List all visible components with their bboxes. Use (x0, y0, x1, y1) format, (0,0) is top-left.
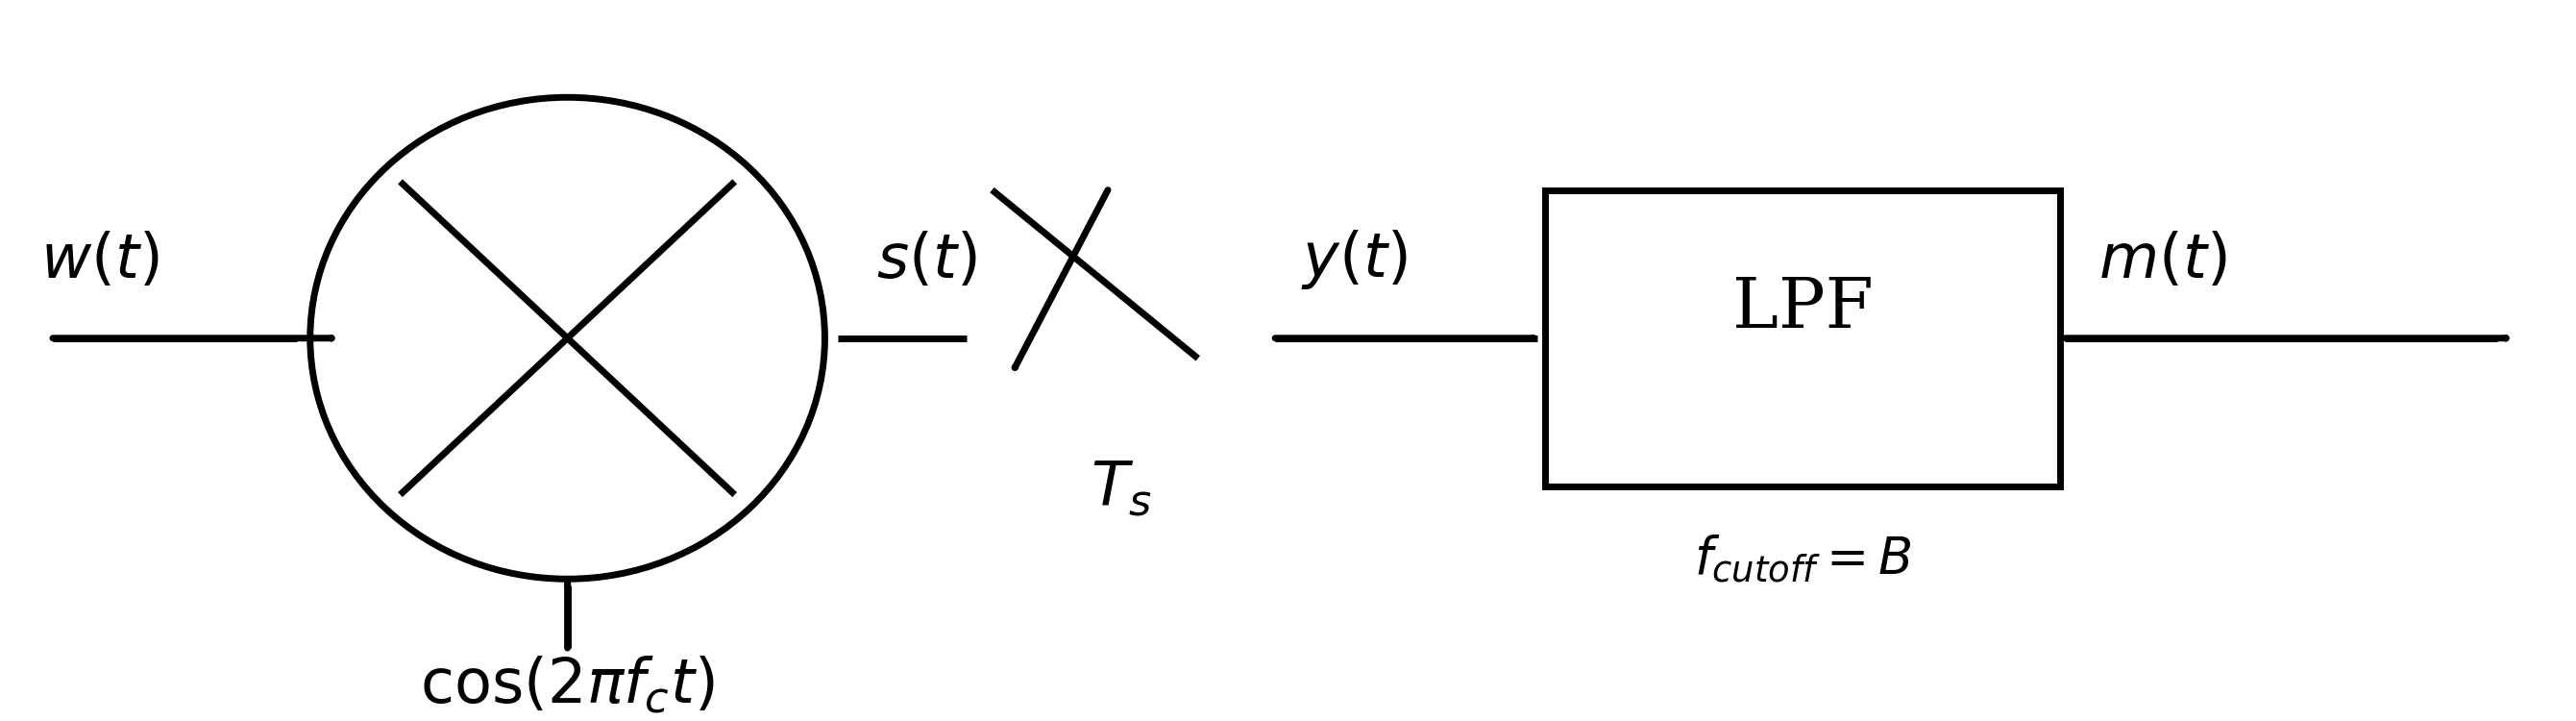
Text: $w(t)$: $w(t)$ (41, 232, 160, 291)
Text: $f_{cutoff} = B$: $f_{cutoff} = B$ (1695, 534, 1911, 585)
Text: LPF: LPF (1731, 275, 1873, 342)
Text: $T_s$: $T_s$ (1090, 459, 1151, 519)
Text: $m(t)$: $m(t)$ (2099, 232, 2228, 291)
Text: $\cos(2\pi f_c t)$: $\cos(2\pi f_c t)$ (420, 655, 716, 716)
Text: $y(t)$: $y(t)$ (1301, 228, 1406, 291)
Text: $s(t)$: $s(t)$ (876, 232, 976, 291)
Bar (1546, 190, 2061, 487)
